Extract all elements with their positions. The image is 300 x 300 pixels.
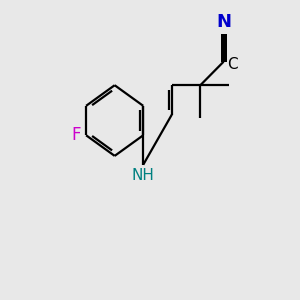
Text: N: N [216,13,231,31]
Text: F: F [71,126,81,144]
Text: NH: NH [132,168,155,183]
Text: C: C [227,57,238,72]
